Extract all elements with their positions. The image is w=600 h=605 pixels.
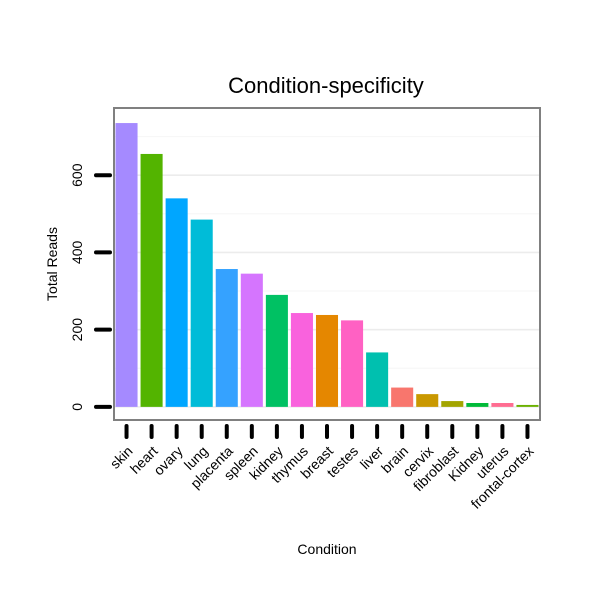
y-tick-label: 600 <box>69 163 85 187</box>
bar-ovary-2 <box>165 198 188 407</box>
chart-title: Condition-specificity <box>228 73 424 98</box>
x-axis-label: Condition <box>297 541 356 557</box>
y-tick-label: 0 <box>69 403 85 411</box>
bar-kidney-14 <box>466 403 489 407</box>
bar-skin-0 <box>115 123 138 407</box>
bar-heart-1 <box>140 153 163 407</box>
bar-lung-3 <box>190 219 213 407</box>
y-axis-label: Total Reads <box>44 227 60 301</box>
y-tick-label: 200 <box>69 318 85 342</box>
bar-placenta-4 <box>215 269 238 407</box>
plot-panel-border <box>113 107 541 421</box>
bar-cervix-12 <box>416 394 439 407</box>
bar-testes-9 <box>341 320 364 407</box>
bar-fibroblast-13 <box>441 401 464 407</box>
bar-breast-8 <box>315 314 339 407</box>
bar-thymus-7 <box>290 313 313 407</box>
bars <box>115 123 539 407</box>
bar-frontal-cortex-16 <box>516 404 539 407</box>
bar-brain-11 <box>391 387 414 407</box>
bar-uterus-15 <box>491 403 514 407</box>
bar-liver-10 <box>366 352 389 407</box>
y-axis-ticks: 0 200 400 600 <box>69 163 112 411</box>
bar-spleen-5 <box>240 273 263 407</box>
bar-kidney-6 <box>265 294 288 407</box>
y-tick-label: 400 <box>69 241 85 265</box>
